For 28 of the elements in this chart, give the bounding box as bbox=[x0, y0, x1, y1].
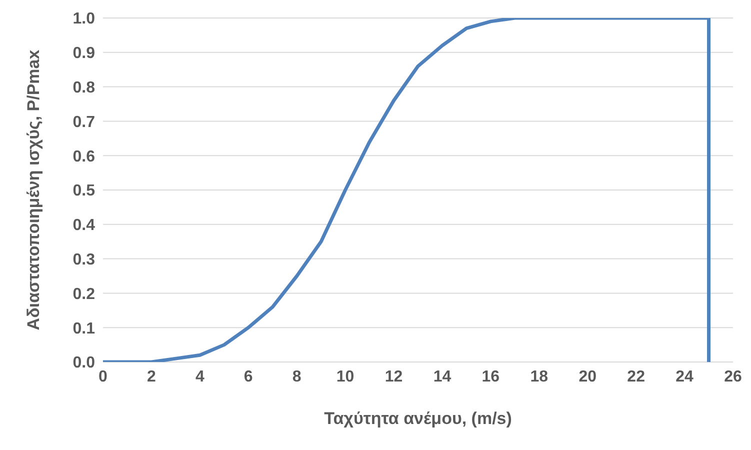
x-tick-label: 20 bbox=[578, 368, 597, 386]
x-tick-label: 2 bbox=[147, 368, 156, 386]
x-tick-label: 14 bbox=[433, 368, 452, 386]
y-tick-label: 1.0 bbox=[72, 10, 96, 28]
x-tick-label: 26 bbox=[724, 368, 742, 386]
line-series bbox=[103, 18, 711, 362]
x-tick-label: 6 bbox=[244, 368, 253, 386]
y-tick-label: 0.3 bbox=[72, 251, 96, 268]
y-tick-label: 0.5 bbox=[72, 182, 96, 200]
x-tick-label: 22 bbox=[627, 368, 646, 386]
y-tick-label: 0.2 bbox=[72, 286, 96, 303]
y-tick-label: 0.1 bbox=[72, 320, 96, 338]
x-tick-label: 24 bbox=[676, 368, 694, 386]
y-tick-label: 0.9 bbox=[72, 45, 96, 62]
x-tick-label: 4 bbox=[195, 368, 204, 386]
y-tick-label: 0.0 bbox=[72, 354, 96, 372]
x-tick-label: 16 bbox=[482, 368, 500, 386]
y-tick-label: 0.8 bbox=[72, 79, 96, 96]
y-axis-title: Αδιαστατοποιημένη ισχύς, P/Pmax bbox=[24, 49, 44, 330]
x-axis-title: Ταχύτητα ανέμου, (m/s) bbox=[324, 409, 512, 428]
y-tick-label: 0.4 bbox=[72, 217, 96, 234]
x-tick-label: 0 bbox=[98, 368, 108, 386]
x-tick-label: 10 bbox=[336, 368, 354, 386]
y-tick-label: 0.6 bbox=[72, 148, 96, 166]
x-tick-label: 18 bbox=[530, 368, 548, 386]
y-tick-label: 0.7 bbox=[72, 114, 96, 131]
x-tick-label: 8 bbox=[292, 368, 302, 386]
x-tick-label: 12 bbox=[384, 368, 403, 386]
